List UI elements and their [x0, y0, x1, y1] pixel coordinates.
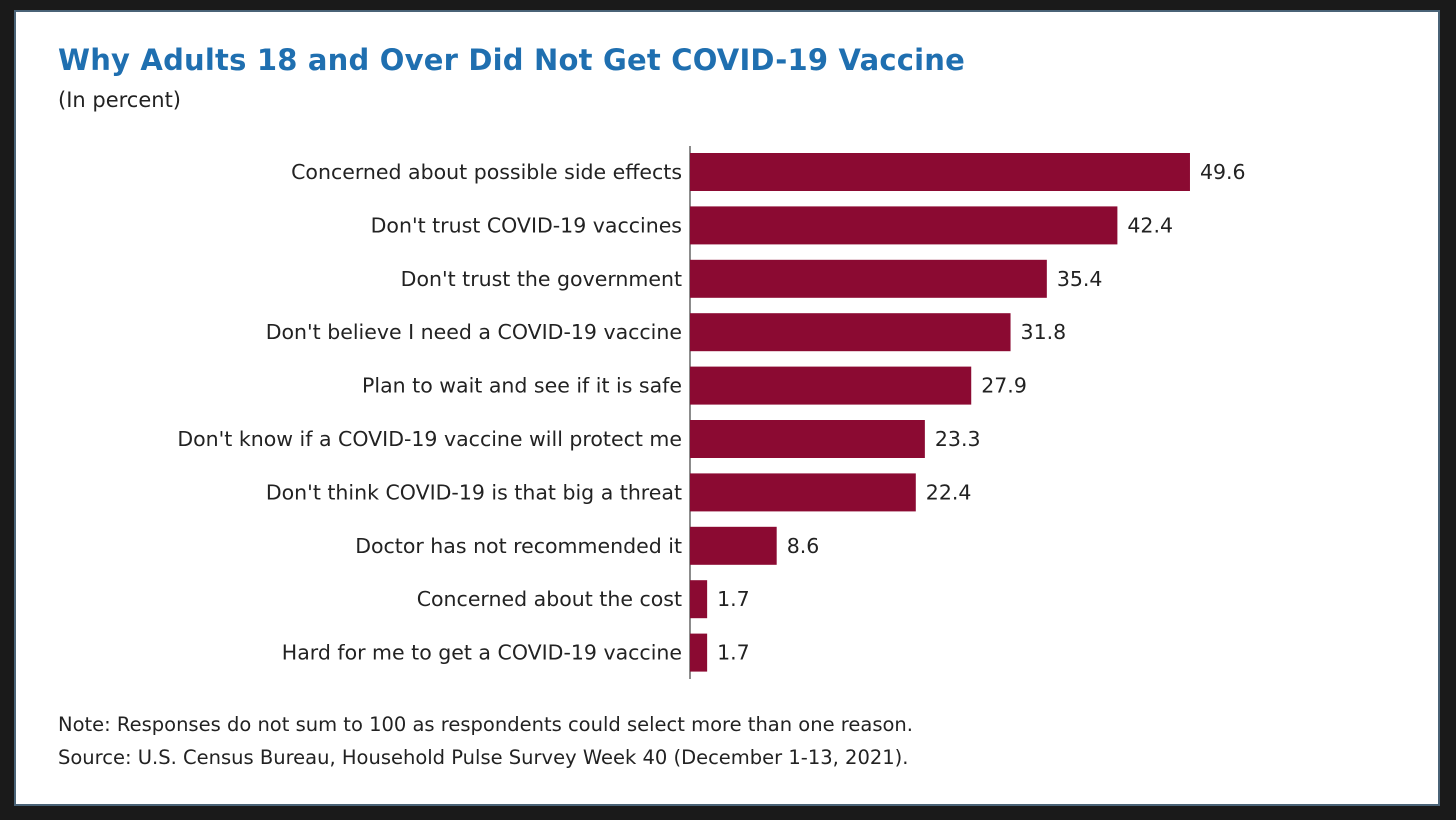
bar-value-label: 31.8	[1021, 320, 1067, 344]
bar	[690, 526, 777, 565]
chart-note: Note: Responses do not sum to 100 as res…	[58, 713, 913, 736]
chart-frame: Why Adults 18 and Over Did Not Get COVID…	[14, 10, 1440, 806]
bar-value-label: 42.4	[1127, 213, 1173, 237]
bar	[690, 366, 972, 405]
bar-value-label: 49.6	[1200, 160, 1246, 184]
bar	[690, 420, 925, 458]
bar-value-label: 27.9	[981, 374, 1027, 398]
chart-title: Why Adults 18 and Over Did Not Get COVID…	[58, 43, 965, 77]
bar	[690, 473, 916, 512]
bar	[690, 580, 708, 619]
bar-value-label: 1.7	[717, 587, 750, 611]
bar	[690, 259, 1047, 298]
bar-value-label: 1.7	[717, 641, 750, 665]
category-label: Don't trust the government	[401, 267, 682, 291]
bar-value-label: 23.3	[935, 427, 981, 451]
bar-value-label: 22.4	[926, 480, 972, 504]
chart-subtitle: (In percent)	[58, 88, 181, 112]
bar	[690, 313, 1011, 352]
bar-value-label: 35.4	[1057, 267, 1103, 291]
category-label: Don't think COVID-19 is that big a threa…	[266, 480, 682, 504]
category-label: Concerned about the cost	[417, 587, 682, 611]
category-label: Doctor has not recommended it	[355, 534, 682, 558]
chart-source: Source: U.S. Census Bureau, Household Pu…	[58, 746, 909, 769]
bar-value-label: 8.6	[787, 534, 820, 558]
bar	[690, 206, 1118, 245]
category-label: Plan to wait and see if it is safe	[362, 374, 682, 398]
category-label: Hard for me to get a COVID-19 vaccine	[282, 641, 682, 665]
bar-chart-plot: Concerned about possible side effects 49.…	[177, 146, 1246, 679]
category-label: Don't trust COVID-19 vaccines	[371, 213, 682, 237]
bar	[690, 633, 708, 672]
category-label: Don't know if a COVID-19 vaccine will pr…	[177, 427, 682, 451]
category-label: Concerned about possible side effects	[291, 160, 682, 184]
bar	[690, 153, 1190, 191]
category-label: Don't believe I need a COVID-19 vaccine	[266, 320, 682, 344]
